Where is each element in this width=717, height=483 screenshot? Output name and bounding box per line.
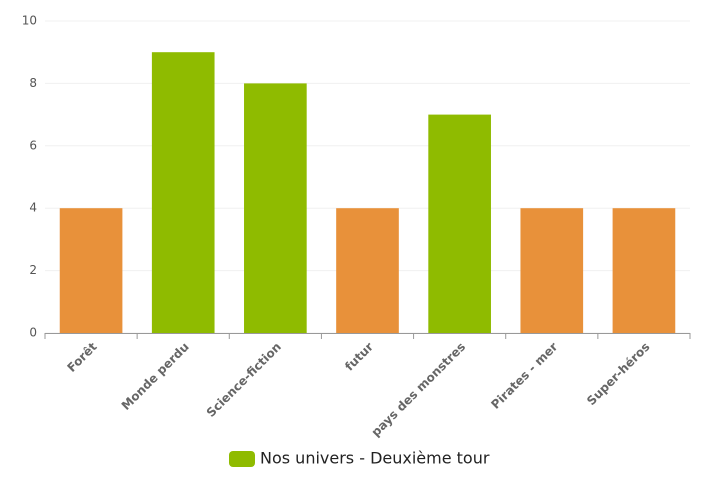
x-tick-label: Science-fiction [204,340,284,420]
y-tick-label: 0 [29,326,37,340]
legend-label[interactable]: Nos univers - Deuxième tour [260,449,490,468]
y-tick-label: 6 [29,138,37,152]
x-tick-label: Forêt [64,340,99,375]
bar [151,52,215,333]
legend-swatch [229,451,255,467]
x-tick-label: Monde perdu [119,340,192,413]
x-tick-label: Pirates - mer [488,340,560,412]
x-tick-label: Super-héros [584,340,652,408]
bar [244,83,307,334]
bar [336,208,399,333]
bar [612,208,676,333]
bar [520,208,584,333]
x-tick-label: futur [342,340,376,374]
bar [428,114,491,333]
y-tick-label: 8 [29,76,37,90]
bar [59,208,123,333]
y-tick-label: 10 [22,14,37,28]
y-tick-label: 2 [29,263,37,277]
y-tick-label: 4 [29,201,37,215]
x-tick-label: pays des monstres [369,340,469,440]
